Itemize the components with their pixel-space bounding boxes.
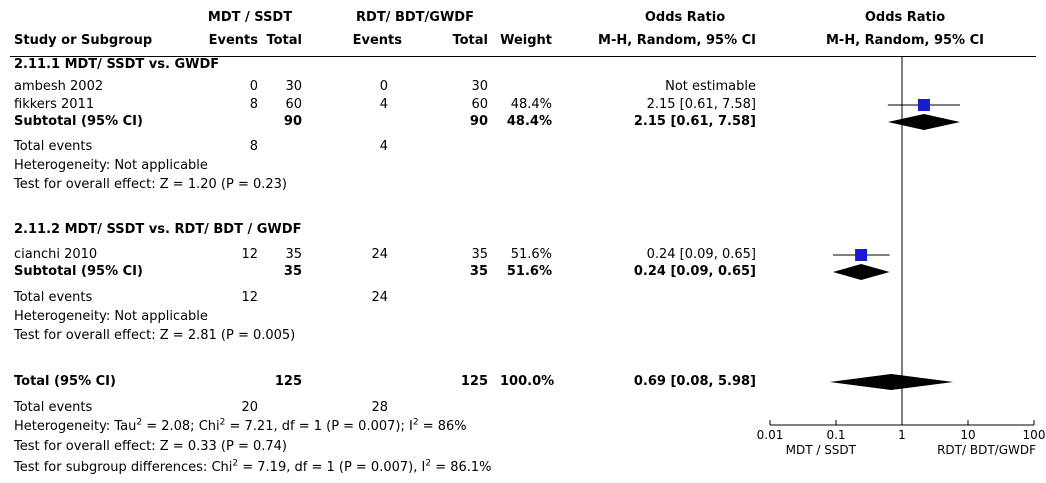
events-exp: 0 [249,79,258,94]
total-exp: 60 [285,97,302,112]
study-square [917,99,930,111]
total-events-exp: 20 [241,400,258,415]
header-events-exp: Events [208,33,258,48]
subgroup-differences-text: Test for subgroup differences: Chi2 = 7.… [14,458,492,475]
axis-ticks: 0.01 0.1 1 10 100 [757,420,1046,442]
subtotal-total-ctrl: 35 [469,264,488,279]
events-exp: 8 [249,97,258,112]
weight: 48.4% [510,97,552,112]
header-study: Study or Subgroup [14,33,153,48]
total-total-exp: 125 [274,374,302,389]
subtotal-total-exp: 35 [283,264,302,279]
total-ctrl: 35 [471,247,488,262]
favours-right: RDT/ BDT/GWDF [937,443,1036,457]
heterogeneity-text: Heterogeneity: Not applicable [14,309,208,324]
weight: 51.6% [510,247,552,262]
total-ci: 0.69 [0.08, 5.98] [633,374,756,389]
total-weight: 100.0% [500,374,555,389]
total-events-exp: 8 [249,139,258,154]
subtotal-total-exp: 90 [283,114,302,129]
subtotal-weight: 48.4% [506,114,552,129]
favours-left: MDT / SSDT [786,443,857,457]
total-overall-effect-text: Test for overall effect: Z = 0.33 (P = 0… [14,439,287,454]
pooled-diamond [887,114,961,130]
plot-marks [829,99,961,390]
header-total-ctrl: Total [452,33,488,48]
favours-labels: MDT / SSDT RDT/ BDT/GWDF [786,443,1037,457]
header-group-experimental: MDT / SSDT [207,10,293,25]
total-exp: 35 [285,247,302,262]
subgroup-2-title: 2.11.2 MDT/ SSDT vs. RDT/ BDT / GWDF [14,222,302,237]
total-label: Total (95% CI) [14,374,116,389]
tick-label: 0.01 [757,428,784,442]
events-ctrl: 24 [371,247,388,262]
total-events-label: Total events [14,139,93,154]
tick-label: 1 [898,428,906,442]
header-odds-ratio: Odds Ratio [644,10,726,25]
heterogeneity-text: Heterogeneity: Not applicable [14,158,208,173]
events-exp: 12 [241,247,258,262]
ci-text: 0.24 [0.09, 0.65] [646,247,756,262]
subtotal-total-ctrl: 90 [469,114,488,129]
total-events-ctrl: 4 [379,139,388,154]
total-events-exp: 12 [241,290,258,305]
subtotal-label: Subtotal (95% CI) [14,114,143,129]
pooled-diamond [829,374,954,390]
tick-label: 0.1 [826,428,845,442]
subtotal-ci: 0.24 [0.09, 0.65] [633,264,756,279]
total-ctrl: 30 [471,79,488,94]
ci-text: 2.15 [0.61, 7.58] [646,97,756,112]
header-events-ctrl: Events [352,33,402,48]
total-events-label: Total events [14,290,93,305]
header-method: M-H, Random, 95% CI [598,33,756,48]
header-plot-method: M-H, Random, 95% CI [826,33,984,48]
header-group-control: RDT/ BDT/GWDF [356,10,474,25]
header-weight: Weight [500,33,552,48]
total-heterogeneity-text: Heterogeneity: Tau2 = 2.08; Chi2 = 7.21,… [14,417,467,434]
tick-label: 10 [960,428,975,442]
total-exp: 30 [285,79,302,94]
overall-effect-text: Test for overall effect: Z = 1.20 (P = 0… [14,177,287,192]
subgroup-1-title: 2.11.1 MDT/ SSDT vs. GWDF [14,57,220,72]
tick-label: 100 [1023,428,1046,442]
subtotal-weight: 51.6% [506,264,552,279]
ci-text: Not estimable [665,79,756,94]
header-plot-title: Odds Ratio [864,10,946,25]
total-ctrl: 60 [471,97,488,112]
total-events-label: Total events [14,400,93,415]
study-name: ambesh 2002 [14,79,104,94]
study-name: cianchi 2010 [14,247,98,262]
subtotal-label: Subtotal (95% CI) [14,264,143,279]
events-ctrl: 0 [379,79,388,94]
pooled-diamond [832,264,890,280]
study-square [855,249,868,261]
header-rule [10,56,1036,57]
total-events-ctrl: 24 [371,290,388,305]
overall-effect-text: Test for overall effect: Z = 2.81 (P = 0… [14,328,296,343]
study-name: fikkers 2011 [14,97,95,112]
header-total-exp: Total [266,33,302,48]
events-ctrl: 4 [379,97,388,112]
total-total-ctrl: 125 [460,374,488,389]
total-events-ctrl: 28 [371,400,388,415]
subtotal-ci: 2.15 [0.61, 7.58] [633,114,756,129]
